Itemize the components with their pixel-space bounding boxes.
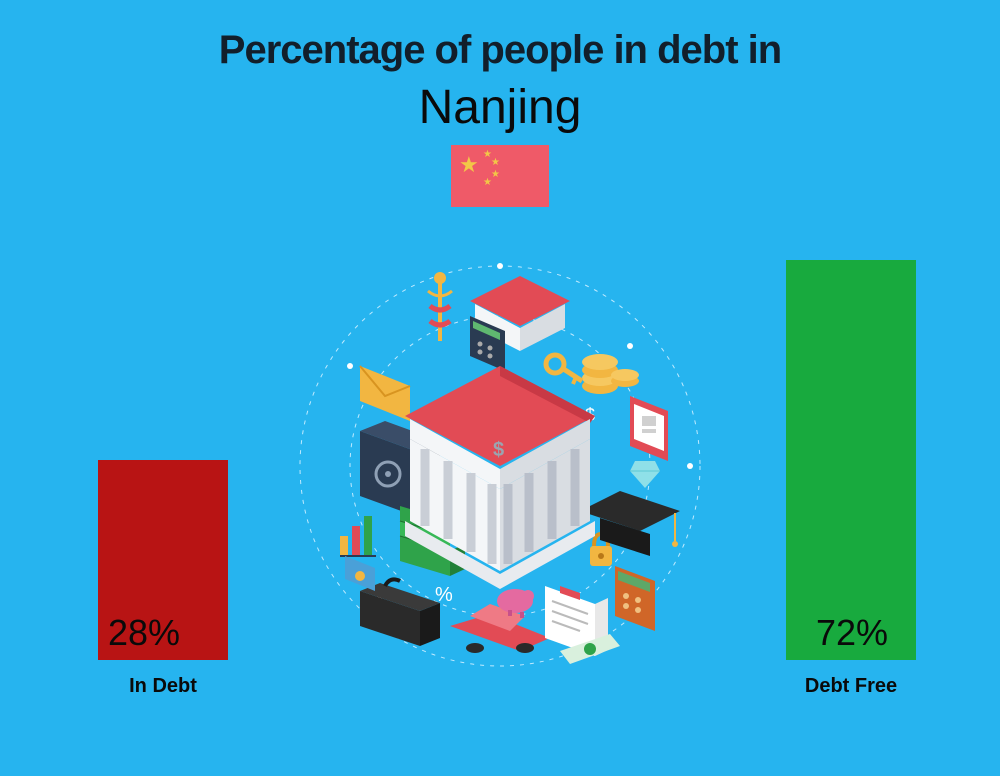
- percent-icon: %: [435, 584, 453, 606]
- mini-chart-icon: [340, 516, 376, 556]
- flag-rect: ★ ★ ★ ★ ★: [451, 145, 549, 207]
- finance-illustration-svg: % % $ $: [290, 256, 710, 676]
- infographic-canvas: Percentage of people in debt in Nanjing …: [0, 0, 1000, 776]
- bar-in-debt-label: In Debt: [98, 675, 228, 698]
- key-icon: [546, 355, 582, 384]
- china-flag-icon: ★ ★ ★ ★ ★: [451, 145, 549, 207]
- bar-in-debt: 28%: [98, 460, 228, 660]
- phone-icon: [630, 396, 668, 461]
- bar-debt-free-label: Debt Free: [786, 675, 916, 698]
- bar-debt-free: 72%: [786, 260, 916, 660]
- envelope-icon: [360, 366, 410, 421]
- diamond-icon: [630, 461, 660, 488]
- bar-debt-free-value: 72%: [816, 612, 888, 654]
- page-title: Percentage of people in debt in: [0, 28, 1000, 73]
- medical-icon: [428, 272, 452, 341]
- finance-illustration: % % $ $: [290, 256, 710, 676]
- flag-star-large: ★: [459, 152, 479, 178]
- flag-star-small: ★: [491, 157, 500, 168]
- calculator-orange-icon: [615, 566, 655, 631]
- page-subtitle: Nanjing: [0, 80, 1000, 135]
- coins-icon: [582, 354, 639, 394]
- flag-star-small: ★: [491, 169, 500, 180]
- bar-in-debt-value: 28%: [108, 612, 180, 654]
- flag-star-small: ★: [483, 177, 492, 188]
- svg-text:$: $: [493, 439, 504, 461]
- card-lock-icon: [345, 556, 375, 591]
